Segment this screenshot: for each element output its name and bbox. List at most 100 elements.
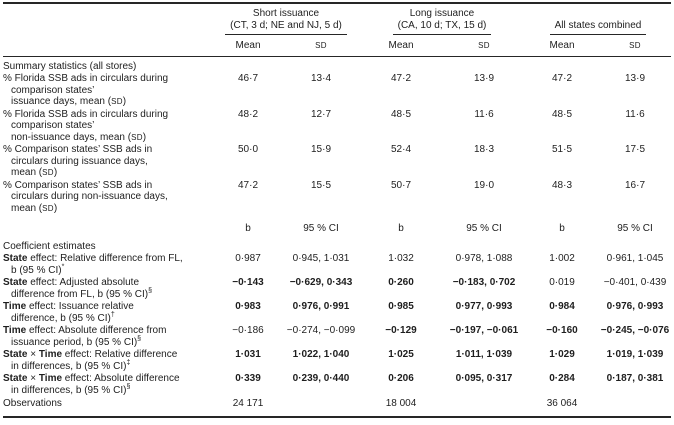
group-title-line: Short issuance <box>252 8 320 19</box>
cell-value: 1·019, 1·039 <box>606 349 664 360</box>
cell-value: 24 171 <box>232 398 264 409</box>
label-text: effect: Absolute difference from <box>26 325 167 336</box>
cell-value: 0·976, 0·993 <box>606 301 664 312</box>
cell-value: 0·978, 1·088 <box>455 253 513 264</box>
cell-value: 16·7 <box>624 179 645 191</box>
footnote-marker: § <box>137 335 142 343</box>
cell-value: 0·977, 0·993 <box>455 301 513 312</box>
row-label <box>3 214 213 238</box>
table-row: Summary statistics (all stores) <box>3 56 671 72</box>
row-label: Time effect: Absolute difference from iss… <box>3 324 213 348</box>
footnote-marker: § <box>148 287 152 295</box>
label-text: difference from FL, b (95 % CI) <box>11 288 149 300</box>
label-text: effect: Absolute difference <box>62 373 180 384</box>
label-text: % Comparison states’ SSB ads in <box>3 179 153 191</box>
cell-value: 50·0 <box>237 144 258 155</box>
cell-value: 36 064 <box>546 398 578 409</box>
label-text: ) <box>142 131 147 143</box>
label-text: circulars during issuance days, <box>11 155 148 167</box>
cell-value: 15·5 <box>310 179 331 191</box>
footnote-marker: † <box>110 311 115 319</box>
cell-value: 47·2 <box>551 73 572 84</box>
row-label: % Comparison states’ SSB ads in circulars… <box>3 143 213 179</box>
cell-value: b <box>398 223 404 234</box>
label-text: × <box>27 349 39 360</box>
label-text: comparison states’ <box>11 120 95 131</box>
row-label: % Florida SSB ads in circulars during com… <box>3 72 213 108</box>
label-text: SD <box>42 168 54 177</box>
cell-value: b <box>559 223 565 234</box>
row-label: Observations <box>3 398 62 409</box>
cell-value: 0·945, 1·031 <box>292 253 350 264</box>
section-label: Coefficient estimates <box>3 240 96 252</box>
cell-value: 95 % CI <box>303 223 339 234</box>
cell-value: 11·6 <box>474 108 494 120</box>
cell-value: 48·5 <box>551 108 572 120</box>
cell-value: 0·984 <box>549 301 575 312</box>
table-row: Coefficient estimates <box>3 238 671 253</box>
cell-value: 51·5 <box>551 144 572 155</box>
cell-value: 0·961, 1·045 <box>606 253 664 264</box>
cell-value: 0·985 <box>388 301 414 312</box>
label-text: issuance period, b (95 % CI) <box>11 336 138 348</box>
cell-value: −0·143 <box>232 277 264 288</box>
cell-value: −0·401, 0·439 <box>603 277 667 288</box>
label-text: ) <box>122 96 127 107</box>
cell-value: 46·7 <box>237 73 258 84</box>
label-text: ) <box>53 202 58 214</box>
group-title-long-issuance: Long issuance (CA, 10 d; TX, 15 d) <box>392 6 492 35</box>
label-text: × <box>27 373 39 384</box>
label-text: issuance days, mean ( <box>11 96 112 107</box>
label-text: difference, b (95 % CI) <box>11 312 111 324</box>
cell-value: 47·2 <box>390 73 411 84</box>
cell-value: 0·206 <box>388 373 414 384</box>
label-text: State <box>3 349 28 360</box>
cell-value: 95 % CI <box>617 223 653 234</box>
cell-value: 13·9 <box>624 73 645 84</box>
col-header-mean-short: Mean <box>213 35 283 57</box>
cell-value: −0·183, 0·702 <box>452 277 516 288</box>
group-title-line: (CA, 10 d; TX, 15 d) <box>397 19 487 31</box>
cell-value: −0·197, −0·061 <box>449 325 519 336</box>
cell-value: 1·029 <box>549 349 575 360</box>
cell-value: −0·274, −0·099 <box>286 325 356 336</box>
table-row: State × Time effect: Absolute difference… <box>3 372 671 396</box>
group-title-line: (CT, 3 d; NE and NJ, 5 d) <box>230 19 342 31</box>
label-text: % Florida SSB ads in circulars during <box>3 108 169 120</box>
cell-value: 48·5 <box>390 108 411 120</box>
table-row: Time effect: Issuance relative difference… <box>3 300 671 324</box>
stub-header <box>3 35 213 57</box>
cell-value: 19·0 <box>473 179 494 191</box>
label-text: effect: Relative difference <box>62 349 178 360</box>
cell-value: b <box>245 223 251 234</box>
row-label: % Comparison states’ SSB ads in circulars… <box>3 179 213 215</box>
cell-value: −0·186 <box>232 325 264 336</box>
cell-value: 1·022, 1·040 <box>292 349 350 360</box>
label-text: State <box>3 253 28 264</box>
label-text: SD <box>111 97 123 106</box>
table-row: b 95 % CI b 95 % CI b 95 % CI <box>3 214 671 238</box>
cell-value: 0·260 <box>388 277 414 288</box>
cell-value <box>599 396 671 412</box>
cell-value: 0·239, 0·440 <box>292 373 350 384</box>
table-row: Observations 24 171 18 004 36 064 <box>3 396 671 412</box>
cell-value: −0·160 <box>546 325 578 336</box>
cell-value: 1·032 <box>388 253 414 264</box>
cell-value: 1·002 <box>549 253 575 264</box>
cell-value: 17·5 <box>624 144 645 155</box>
table-row: % Florida SSB ads in circulars during com… <box>3 108 671 144</box>
label-text: effect: Relative difference from FL, <box>27 253 183 264</box>
row-label: % Florida SSB ads in circulars during com… <box>3 108 213 144</box>
col-header-sd-all: SD <box>599 35 671 57</box>
cell-value: 48·3 <box>551 179 572 191</box>
label-text: % Comparison states’ SSB ads in <box>3 144 153 155</box>
label-text: State <box>3 373 28 384</box>
cell-value: 47·2 <box>237 179 258 191</box>
table-row: % Comparison states’ SSB ads in circulars… <box>3 179 671 215</box>
group-header-all-states: All states combined <box>525 6 671 35</box>
row-label: State effect: Adjusted absolute differenc… <box>3 276 213 300</box>
group-header-short-issuance: Short issuance (CT, 3 d; NE and NJ, 5 d) <box>213 6 359 35</box>
label-text: Time <box>38 373 63 384</box>
cell-value <box>283 396 359 412</box>
